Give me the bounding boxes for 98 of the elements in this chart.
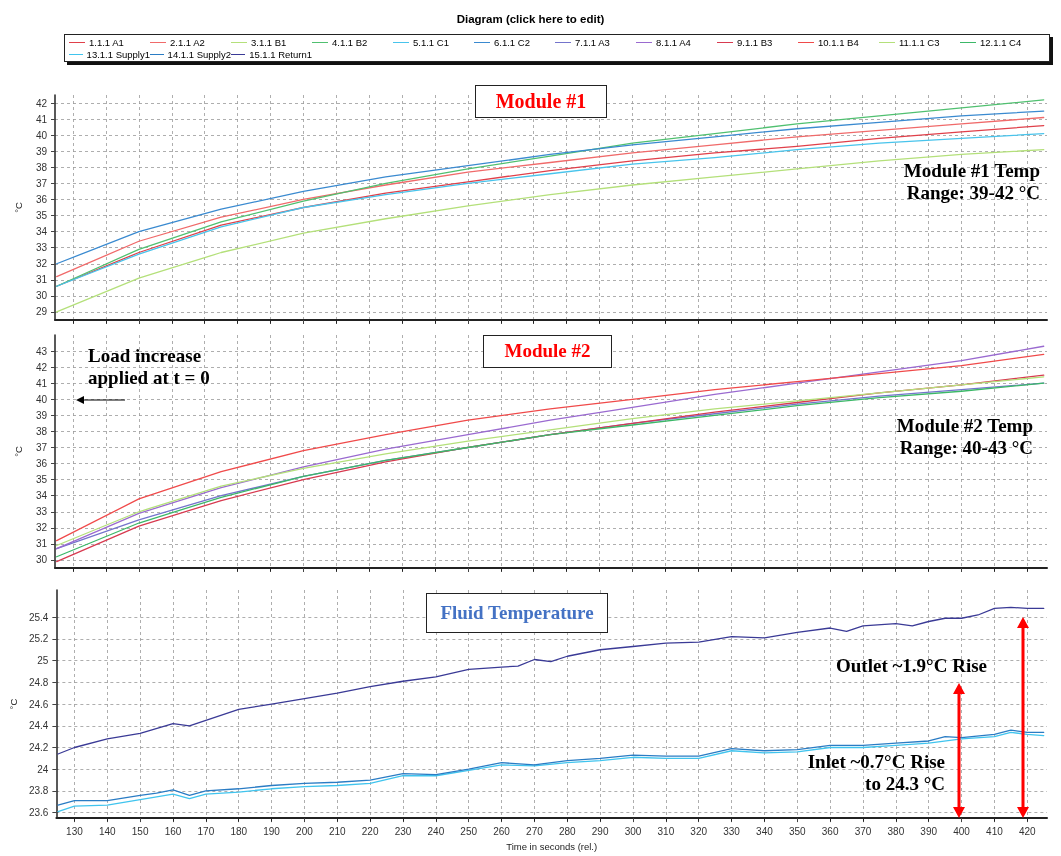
- y-tick-label: 42: [35, 361, 48, 373]
- y-tick-label: 42: [35, 97, 48, 109]
- x-tick-label: 350: [788, 825, 807, 837]
- annotation: Outlet ~1.9°C Rise: [836, 655, 987, 677]
- y-tick-label: 33: [35, 242, 48, 254]
- x-tick-label: 280: [558, 825, 577, 837]
- annotation: Fluid Temperature: [426, 593, 608, 633]
- y-tick-label: 37: [35, 441, 48, 453]
- y-tick-label: 39: [35, 409, 48, 421]
- y-tick-label: 40: [35, 393, 48, 405]
- x-tick-label: 320: [690, 825, 708, 837]
- x-tick-label: 420: [1018, 825, 1037, 837]
- legend-label: 1.1.1 A1: [89, 36, 124, 48]
- y-axis-title: °C: [12, 446, 24, 457]
- legend-label: 13.1.1 Supply1: [86, 48, 150, 60]
- x-tick-label: 260: [493, 825, 511, 837]
- x-tick-label: 220: [361, 825, 379, 837]
- x-tick-label: 140: [98, 825, 117, 837]
- legend-label: 15.1.1 Return1: [249, 48, 312, 60]
- y-tick-label: 41: [35, 377, 48, 389]
- y-tick-label: 32: [35, 522, 48, 534]
- y-tick-label: 36: [35, 458, 48, 470]
- y-tick-label: 30: [35, 554, 48, 566]
- y-tick-label: 38: [35, 161, 48, 173]
- chart-title: Diagram (click here to edit): [455, 13, 606, 25]
- x-tick-label: 310: [657, 825, 675, 837]
- y-tick-label: 31: [35, 274, 48, 286]
- legend-label: 9.1.1 B3: [737, 36, 773, 48]
- legend-label: 12.1.1 C4: [980, 36, 1022, 48]
- x-tick-label: 330: [723, 825, 741, 837]
- y-tick-label: 40: [35, 129, 48, 141]
- x-tick-label: 230: [394, 825, 412, 837]
- y-tick-label: 35: [35, 210, 48, 222]
- y-tick-label: 24.6: [28, 698, 49, 710]
- x-tick-label: 400: [953, 825, 971, 837]
- x-tick-label: 410: [986, 825, 1004, 837]
- y-tick-label: 35: [35, 474, 48, 486]
- legend-label: 6.1.1 C2: [494, 36, 530, 48]
- x-tick-label: 290: [591, 825, 609, 837]
- y-tick-label: 43: [35, 345, 48, 357]
- annotation: Load increase applied at t = 0: [88, 345, 210, 389]
- y-tick-label: 24: [37, 763, 49, 775]
- y-tick-label: 32: [35, 258, 48, 270]
- legend-label: 3.1.1 B1: [251, 36, 287, 48]
- y-tick-label: 34: [35, 226, 48, 238]
- y-tick-label: 23.8: [28, 785, 49, 797]
- y-tick-label: 24.4: [28, 720, 49, 732]
- line-series: [57, 606, 1045, 755]
- y-tick-label: 29: [35, 306, 48, 318]
- annotation: Module #2 Temp Range: 40-43 °C: [896, 415, 1033, 459]
- y-tick-label: 34: [35, 490, 48, 502]
- x-tick-label: 210: [328, 825, 347, 837]
- annotation: Module #1 Temp Range: 39-42 °C: [903, 160, 1040, 204]
- x-tick-label: 270: [526, 825, 544, 837]
- legend-label: 14.1.1 Supply2: [167, 48, 231, 60]
- x-tick-label: 300: [624, 825, 642, 837]
- y-axis-title: °C: [12, 202, 24, 213]
- x-tick-label: 240: [427, 825, 445, 837]
- x-tick-label: 380: [887, 825, 905, 837]
- x-tick-label: 200: [296, 825, 314, 837]
- y-tick-label: 23.6: [28, 807, 49, 819]
- legend-label: 5.1.1 C1: [413, 36, 449, 48]
- y-axis-title: °C: [7, 698, 19, 710]
- y-tick-label: 25: [37, 655, 49, 667]
- x-tick-label: 250: [460, 825, 478, 837]
- x-tick-label: 130: [66, 825, 84, 837]
- y-tick-label: 37: [35, 177, 48, 189]
- x-tick-label: 180: [230, 825, 248, 837]
- legend-label: 11.1.1 C3: [899, 36, 940, 48]
- x-tick-label: 390: [920, 825, 938, 837]
- x-tick-label: 340: [756, 825, 774, 837]
- y-tick-label: 36: [35, 193, 48, 205]
- y-tick-label: 38: [35, 425, 48, 437]
- x-axis-title: Time in seconds (rel.): [506, 840, 598, 852]
- y-tick-label: 33: [35, 506, 48, 518]
- y-tick-label: 25.4: [28, 611, 49, 623]
- y-tick-label: 30: [35, 290, 48, 302]
- y-tick-label: 31: [35, 538, 48, 550]
- legend-label: 8.1.1 A4: [656, 36, 691, 48]
- y-tick-label: 24.2: [28, 742, 49, 753]
- annotation: Module #1: [475, 85, 607, 118]
- annotation: Module #2: [483, 335, 612, 368]
- legend-label: 7.1.1 A3: [575, 36, 610, 48]
- y-tick-label: 25.2: [28, 633, 49, 645]
- y-tick-label: 24.8: [28, 676, 49, 688]
- x-tick-label: 190: [263, 825, 281, 837]
- legend-label: 10.1.1 B4: [818, 36, 859, 48]
- x-tick-label: 160: [164, 825, 182, 837]
- y-tick-label: 41: [35, 113, 48, 125]
- x-tick-label: 150: [131, 825, 149, 837]
- line-series: [56, 148, 1045, 313]
- legend-label: 2.1.1 A2: [170, 36, 205, 48]
- y-tick-label: 39: [35, 145, 48, 157]
- x-tick-label: 370: [854, 825, 872, 837]
- annotation: Inlet ~0.7°C Rise to 24.3 °C: [807, 751, 945, 795]
- x-tick-label: 360: [821, 825, 839, 837]
- x-tick-label: 170: [197, 825, 215, 837]
- legend-label: 4.1.1 B2: [332, 36, 368, 48]
